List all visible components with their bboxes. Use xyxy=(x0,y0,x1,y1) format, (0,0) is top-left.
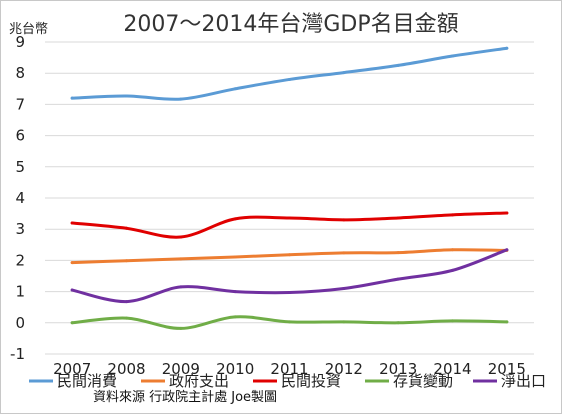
data-point xyxy=(396,216,400,220)
data-point xyxy=(342,286,346,290)
data-point xyxy=(451,248,454,252)
y-tick-label: 0 xyxy=(15,314,25,332)
data-point xyxy=(233,315,237,319)
data-point xyxy=(125,259,128,263)
data-point xyxy=(233,255,237,259)
legend-label: 存貨變動 xyxy=(393,372,453,390)
data-point xyxy=(396,63,400,67)
series-line-1 xyxy=(70,46,509,101)
y-tick-label: 3 xyxy=(15,220,25,238)
y-tick-label: 5 xyxy=(15,158,25,176)
data-point xyxy=(233,217,237,221)
x-tick-label: 2015 xyxy=(488,360,526,378)
data-point xyxy=(125,94,128,98)
data-point xyxy=(125,300,128,304)
data-point xyxy=(179,257,183,261)
data-point xyxy=(179,285,183,289)
x-tick-label: 2011 xyxy=(270,360,308,378)
data-point xyxy=(505,46,509,50)
data-point xyxy=(505,320,509,324)
x-tick-label: 2007 xyxy=(53,360,91,378)
y-axis-ticks: -1 0 1 2 3 4 5 6 7 8 9 xyxy=(10,33,25,363)
data-point xyxy=(342,251,346,255)
data-point xyxy=(396,321,400,325)
legend-label: 民間消費 xyxy=(57,372,117,390)
data-point xyxy=(288,77,291,81)
y-tick-label: 6 xyxy=(15,127,25,145)
y-tick-label: 7 xyxy=(15,95,25,113)
data-point xyxy=(396,251,400,255)
data-point xyxy=(505,211,509,215)
data-point xyxy=(70,261,74,265)
x-tick-label: 2008 xyxy=(107,360,145,378)
data-point xyxy=(342,218,346,222)
data-point xyxy=(233,290,237,294)
y-tick-label: 4 xyxy=(15,189,25,207)
source-credit: 資料來源 行政院主計處 Joe製圖 xyxy=(93,389,277,405)
y-tick-label: 9 xyxy=(15,33,25,51)
data-point xyxy=(451,268,454,272)
data-point xyxy=(288,216,291,220)
data-point xyxy=(179,326,183,330)
x-tick-label: 2009 xyxy=(162,360,200,378)
data-point xyxy=(125,316,128,320)
legend-label: 淨出口 xyxy=(501,372,546,390)
data-point xyxy=(342,71,346,75)
data-point xyxy=(70,288,74,292)
data-point xyxy=(70,321,74,325)
x-tick-label: 2014 xyxy=(433,360,471,378)
x-tick-label: 2013 xyxy=(379,360,417,378)
legend-label: 民間投資 xyxy=(281,372,341,390)
data-point xyxy=(505,248,509,252)
data-point xyxy=(396,277,400,281)
data-point xyxy=(179,235,183,239)
x-tick-label: 2012 xyxy=(325,360,363,378)
data-point xyxy=(451,213,454,217)
data-point xyxy=(451,54,454,58)
y-tick-label: -1 xyxy=(10,345,25,363)
chart-title: 2007～2014年台灣GDP名目金額 xyxy=(123,12,458,37)
data-point xyxy=(70,96,74,100)
data-point xyxy=(125,226,128,230)
data-point xyxy=(233,87,237,91)
y-tick-label: 2 xyxy=(15,251,25,269)
x-axis-ticks: 2007 2008 2009 2010 2011 2012 2013 2014 2015 xyxy=(53,360,526,378)
gridlines xyxy=(45,41,534,355)
data-point xyxy=(451,319,454,323)
y-tick-label: 1 xyxy=(15,283,25,301)
x-tick-label: 2010 xyxy=(216,360,254,378)
data-point xyxy=(288,291,291,295)
data-point xyxy=(179,97,183,101)
legend: 民間消費 政府支出 民間投資 存貨變動 淨出口 xyxy=(29,372,546,390)
data-point xyxy=(70,221,74,225)
data-point xyxy=(342,320,346,324)
legend-label: 政府支出 xyxy=(169,372,229,390)
y-unit-label: 兆台幣 xyxy=(9,22,48,37)
data-point xyxy=(288,320,291,324)
y-tick-label: 8 xyxy=(15,64,25,82)
series-lines xyxy=(70,46,509,330)
data-point xyxy=(288,253,291,257)
